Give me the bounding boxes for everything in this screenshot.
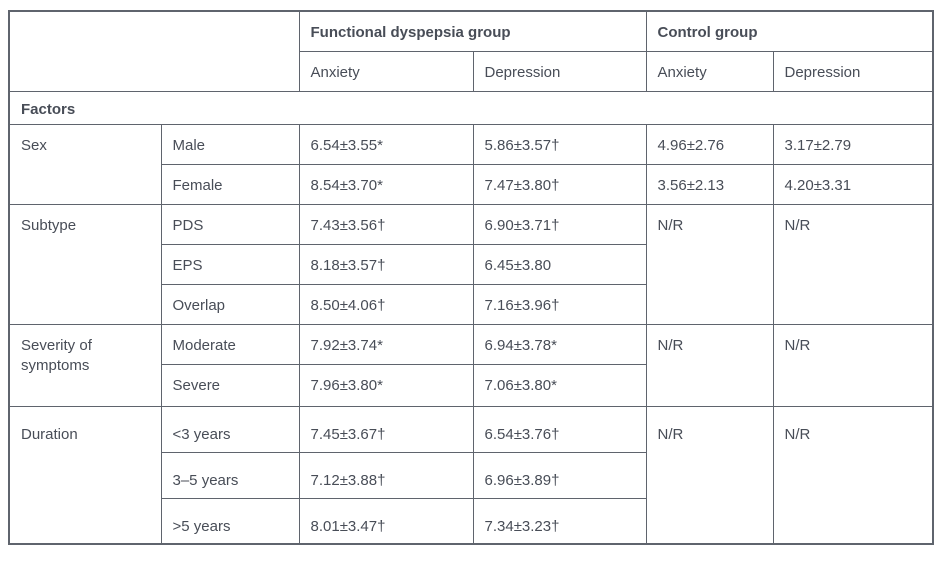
cell-fd-depression: 5.86±3.57†: [472, 123, 647, 165]
cell-fd-anxiety: 7.45±3.67†: [298, 405, 474, 453]
cell-fd-anxiety: 7.96±3.80*: [298, 363, 474, 407]
col-header-fd-anxiety: Anxiety: [298, 50, 474, 92]
col-header-fd-depression: Depression: [472, 50, 647, 92]
cell-ctrl-anxiety-merged: N/R: [645, 405, 774, 545]
table-row: >5 years 8.01±3.47† 7.34±3.23†: [9, 497, 933, 545]
table-row: Subtype PDS 7.43±3.56† 6.90±3.71† N/R N/…: [8, 203, 934, 325]
cell-fd-anxiety: 8.50±4.06†: [298, 283, 474, 325]
col-header-ctrl-anxiety: Anxiety: [645, 50, 774, 92]
factor-group-label: Duration: [8, 405, 162, 545]
header-row-groups: Functional dyspepsia group Control group: [8, 10, 934, 92]
cell-fd-depression: 7.16±3.96†: [472, 283, 647, 325]
section-row: Factors: [8, 90, 934, 125]
row-label: Severe: [160, 363, 300, 407]
cell-fd-depression: 6.96±3.89†: [472, 451, 647, 499]
cell-fd-anxiety: 7.12±3.88†: [298, 451, 474, 499]
table-row: EPS 8.18±3.57† 6.45±3.80: [9, 243, 933, 285]
cell-fd-depression: 7.06±3.80*: [472, 363, 647, 407]
cell-fd-anxiety: 6.54±3.55*: [298, 123, 474, 165]
row-label: PDS: [160, 203, 300, 245]
factor-group-label: Sex: [8, 123, 162, 205]
col-header-ctrl-depression: Depression: [772, 50, 934, 92]
cell-ctrl-depression: 4.20±3.31: [772, 163, 934, 205]
cell-fd-depression: 6.45±3.80: [472, 243, 647, 285]
factor-group-label: Severity of symptoms: [8, 323, 162, 407]
cell-ctrl-anxiety: 4.96±2.76: [645, 123, 774, 165]
cell-ctrl-anxiety-merged: N/R: [645, 203, 774, 325]
table-row: 3–5 years 7.12±3.88† 6.96±3.89†: [9, 451, 933, 499]
row-label: >5 years: [160, 497, 300, 545]
cell-fd-anxiety: 7.92±3.74*: [298, 323, 474, 365]
table-row: Severity of symptoms Moderate 7.92±3.74*…: [8, 323, 934, 407]
cell-ctrl-anxiety-merged: N/R: [645, 323, 774, 407]
row-label: Female: [160, 163, 300, 205]
cell-fd-anxiety: 7.43±3.56†: [298, 203, 474, 245]
cell-fd-depression: 7.34±3.23†: [472, 497, 647, 545]
table-row: Sex Male 6.54±3.55* 5.86±3.57† 4.96±2.76…: [8, 123, 934, 205]
row-label: Male: [160, 123, 300, 165]
corner-cell: [8, 10, 300, 92]
cell-fd-depression: 7.47±3.80†: [472, 163, 647, 205]
table-row: Severe 7.96±3.80* 7.06±3.80*: [9, 363, 933, 407]
cell-fd-depression: 6.94±3.78*: [472, 323, 647, 365]
cell-ctrl-depression-merged: N/R: [772, 203, 934, 325]
cell-ctrl-anxiety: 3.56±2.13: [645, 163, 774, 205]
factor-group-label: Subtype: [8, 203, 162, 325]
row-label: Overlap: [160, 283, 300, 325]
cell-fd-anxiety: 8.54±3.70*: [298, 163, 474, 205]
column-group-control: Control group: [645, 10, 934, 52]
cell-fd-depression: 6.54±3.76†: [472, 405, 647, 453]
cell-ctrl-depression-merged: N/R: [772, 323, 934, 407]
factors-table: Functional dyspepsia group Control group…: [8, 10, 935, 545]
table-container: Functional dyspepsia group Control group…: [8, 10, 935, 545]
table-row: Female 8.54±3.70* 7.47±3.80† 3.56±2.13 4…: [9, 163, 934, 205]
cell-ctrl-depression-merged: N/R: [772, 405, 934, 545]
section-label: Factors: [8, 90, 934, 125]
cell-fd-depression: 6.90±3.71†: [472, 203, 647, 245]
table-row: Duration <3 years 7.45±3.67† 6.54±3.76† …: [8, 405, 934, 545]
row-label: EPS: [160, 243, 300, 285]
column-group-functional-dyspepsia: Functional dyspepsia group: [298, 10, 647, 52]
cell-fd-anxiety: 8.01±3.47†: [298, 497, 474, 545]
row-label: Moderate: [160, 323, 300, 365]
row-label: 3–5 years: [160, 451, 300, 499]
cell-fd-anxiety: 8.18±3.57†: [298, 243, 474, 285]
row-label: <3 years: [160, 405, 300, 453]
header-row-measures: Anxiety Depression Anxiety Depression: [9, 50, 934, 92]
table-row: Overlap 8.50±4.06† 7.16±3.96†: [9, 283, 933, 325]
cell-ctrl-depression: 3.17±2.79: [772, 123, 934, 165]
